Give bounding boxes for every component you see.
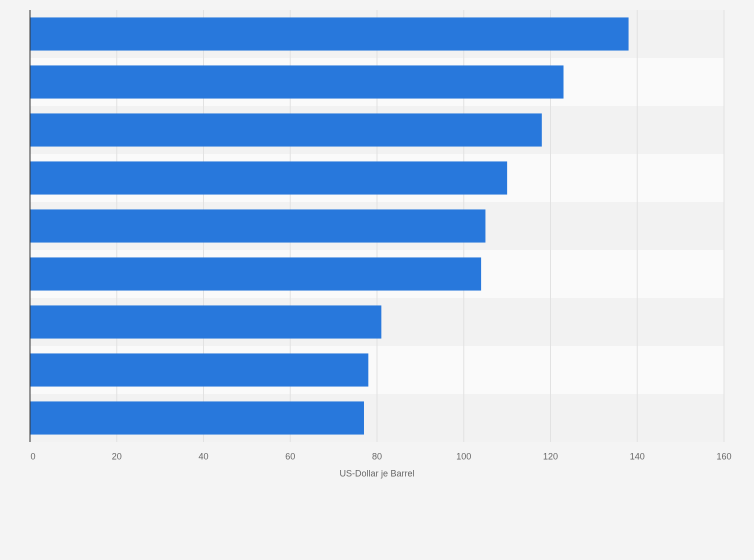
x-tick-label: 60 <box>285 451 295 461</box>
x-tick-label: 40 <box>198 451 208 461</box>
x-tick-label: 160 <box>716 451 731 461</box>
x-tick-label: 100 <box>456 451 471 461</box>
bar <box>30 257 482 291</box>
bar <box>30 353 369 387</box>
x-tick-label: 20 <box>112 451 122 461</box>
x-tick-label: 0 <box>30 451 35 461</box>
x-tick-label: 120 <box>543 451 558 461</box>
x-tick-label: 140 <box>630 451 645 461</box>
x-axis-label: US-Dollar je Barrel <box>339 468 414 478</box>
bar <box>30 305 382 339</box>
bar <box>30 401 364 435</box>
bar <box>30 113 542 147</box>
bar <box>30 17 629 51</box>
x-tick-label: 80 <box>372 451 382 461</box>
bar <box>30 65 564 99</box>
bar <box>30 209 486 243</box>
bar <box>30 161 508 195</box>
